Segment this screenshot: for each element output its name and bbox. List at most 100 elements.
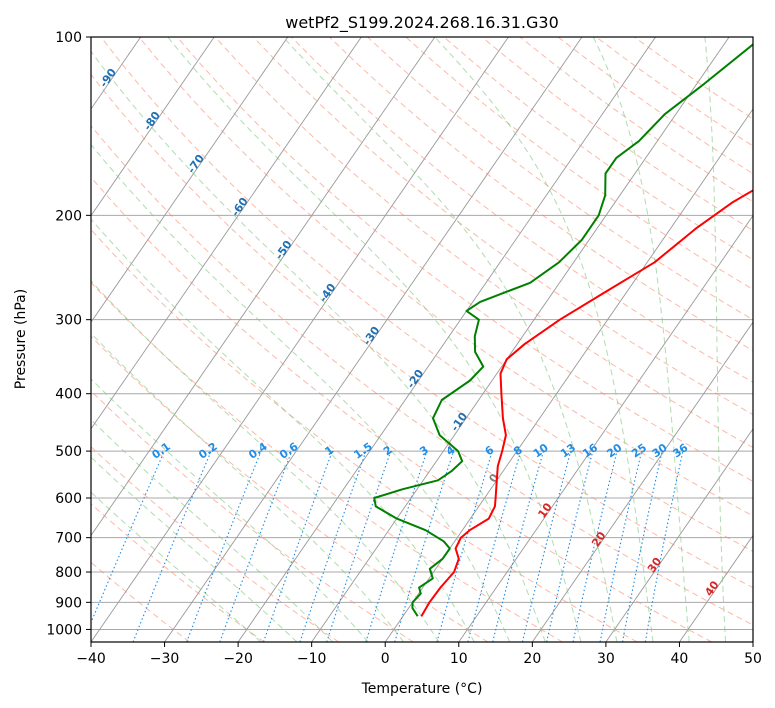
x-tick-label: −20 xyxy=(223,651,253,667)
sounding-series xyxy=(373,43,753,617)
mixing-ratio-label: 10 xyxy=(531,441,551,461)
mixing-ratio-line xyxy=(299,450,367,642)
y-tick-label: 800 xyxy=(55,565,82,581)
mixing-ratio-line xyxy=(436,450,493,642)
dry-adiabat-label: 20 xyxy=(589,529,609,549)
isotherm-line xyxy=(458,214,753,642)
y-tick-label: 200 xyxy=(55,208,82,224)
moist-adiabat-line xyxy=(91,419,334,642)
dry-adiabat-line xyxy=(634,37,753,120)
chart-title: wetPf2_S199.2024.268.16.31.G30 xyxy=(285,13,559,33)
x-tick-label: 50 xyxy=(744,651,762,667)
dry-adiabat-line xyxy=(100,37,753,552)
mixing-ratio-label: 0.1 xyxy=(149,440,172,462)
plot-frame xyxy=(90,36,754,643)
dry-adiabat-line xyxy=(91,446,340,642)
isotherm-line xyxy=(531,321,753,642)
dry-adiabat-line xyxy=(91,335,489,642)
dry-adiabat-line xyxy=(367,37,753,321)
moist-adiabat-line xyxy=(91,143,511,642)
dry-adiabat-label: -40 xyxy=(317,281,339,305)
mixing-ratio-label: 1.5 xyxy=(351,440,374,462)
moist-adiabat-line xyxy=(91,332,404,642)
mixing-ratio-line xyxy=(622,450,663,642)
y-tick-label: 100 xyxy=(55,30,82,46)
mixing-ratio-line xyxy=(262,450,333,642)
dry-adiabat-line xyxy=(91,73,753,589)
dry-adiabat-line xyxy=(252,37,753,416)
y-tick-label: 700 xyxy=(55,531,82,547)
dry-adiabats xyxy=(91,37,753,642)
mixing-ratio-line xyxy=(599,450,643,642)
y-tick-label: 400 xyxy=(55,387,82,403)
dry-adiabat-label: -10 xyxy=(448,410,470,434)
dry-adiabat-line xyxy=(481,37,753,232)
isotherm-line xyxy=(237,37,656,642)
y-tick-label: 300 xyxy=(55,313,82,329)
x-tick-label: 40 xyxy=(671,651,689,667)
y-axis-ticks: 100 200 300 400 500 600 700 800 900 1000 xyxy=(46,30,91,638)
y-tick-label: 900 xyxy=(55,595,82,611)
x-tick-label: −30 xyxy=(150,651,180,667)
isotherm-line xyxy=(605,428,753,642)
moist-adiabat-line xyxy=(91,378,369,642)
isotherm-line xyxy=(679,534,753,642)
mixing-ratio-lines xyxy=(91,450,684,642)
temperature-line xyxy=(420,189,753,617)
x-tick-label: −10 xyxy=(297,651,327,667)
isotherm-line xyxy=(0,37,67,642)
x-axis-label: Temperature (°C) xyxy=(361,681,483,697)
mixing-ratio-line xyxy=(219,450,293,642)
dry-adiabat-label: -90 xyxy=(97,66,119,90)
mixing-ratio-line xyxy=(326,450,392,642)
mixing-ratio-line xyxy=(644,450,684,642)
mixing-ratio-line xyxy=(492,450,545,642)
mixing-ratio-line xyxy=(132,450,212,642)
y-tick-label: 500 xyxy=(55,444,82,460)
dry-adiabat-label: -30 xyxy=(360,324,382,348)
dry-adiabat-line xyxy=(519,37,753,203)
mixing-ratio-line xyxy=(521,450,572,642)
mixing-ratio-label: 0.2 xyxy=(196,440,219,462)
mixing-ratio-line xyxy=(572,450,618,642)
moist-adiabat-line xyxy=(91,218,475,642)
isotherm-line xyxy=(91,37,289,323)
x-tick-label: 0 xyxy=(381,651,390,667)
dry-adiabat-line xyxy=(91,176,713,642)
dry-adiabat-line xyxy=(91,124,753,626)
dry-adiabat-line xyxy=(91,503,265,642)
dry-adiabat-line xyxy=(91,228,638,642)
x-tick-label: 20 xyxy=(523,651,541,667)
mixing-ratio-line xyxy=(546,450,594,642)
isotherm-line xyxy=(384,108,753,642)
dry-adiabat-line xyxy=(91,281,563,642)
isotherm-line xyxy=(91,37,436,537)
x-tick-label: 30 xyxy=(597,651,615,667)
mixing-ratio-label: 30 xyxy=(650,441,670,461)
mixing-ratio-label: 0.4 xyxy=(246,440,270,462)
isotherm-grid xyxy=(0,37,753,642)
y-axis-label: Pressure (hPa) xyxy=(13,289,29,389)
x-tick-label: −40 xyxy=(76,651,106,667)
moist-adiabat-line xyxy=(91,50,546,642)
dry-adiabat-line xyxy=(405,37,753,290)
dry-adiabat-line xyxy=(214,37,753,449)
moist-adiabat-line xyxy=(704,37,727,642)
mixing-ratio-label: 25 xyxy=(629,441,649,460)
x-axis-ticks: −40 −30 −20 −10 0 10 20 30 40 50 xyxy=(76,642,762,667)
dry-adiabat-line xyxy=(595,37,753,147)
mixing-ratio-line xyxy=(365,450,428,642)
x-tick-label: 10 xyxy=(450,651,468,667)
dry-adiabat-label: -70 xyxy=(185,152,207,176)
moist-adiabat-line xyxy=(91,491,262,642)
dry-adiabat-label: 40 xyxy=(702,578,722,598)
moist-adiabat-line xyxy=(592,37,690,642)
mixing-ratio-label: 0.6 xyxy=(277,440,301,462)
dry-adiabat-label: -50 xyxy=(273,238,295,262)
dry-adiabat-line xyxy=(329,37,753,352)
moist-adiabat-line xyxy=(434,37,654,642)
moist-adiabat-line xyxy=(91,456,298,642)
dewpoint-line xyxy=(373,43,753,617)
isotherm-line xyxy=(91,37,509,642)
